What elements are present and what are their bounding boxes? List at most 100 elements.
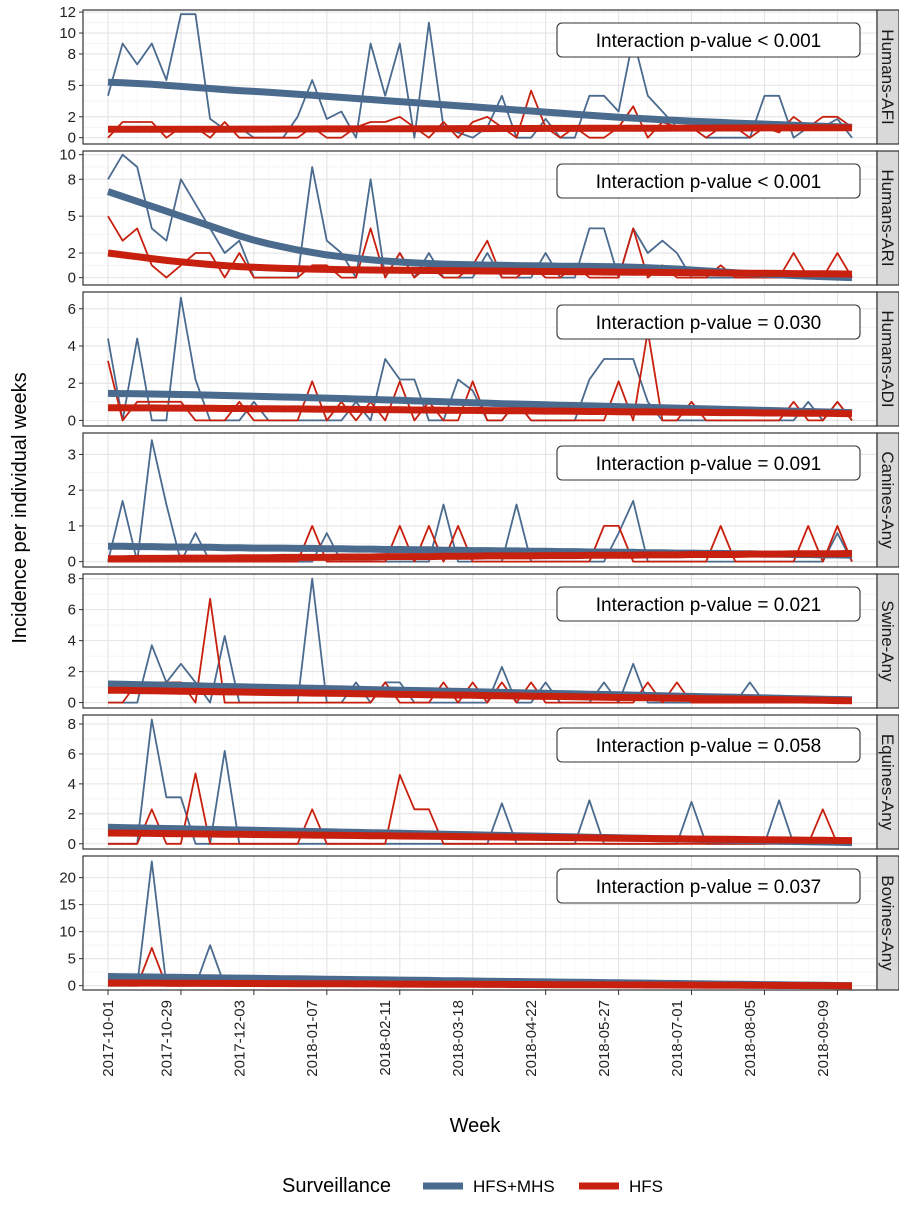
y-tick-label: 2: [68, 482, 76, 499]
x-tick-label: 2018-08-05: [742, 1000, 759, 1077]
y-tick-label: 5: [68, 77, 76, 94]
y-tick-label: 12: [59, 4, 76, 21]
facet-strip: [876, 432, 899, 568]
annotation-box: [556, 445, 861, 481]
trend-line-hfs: [107, 686, 853, 705]
annotation-text: Interaction p-value = 0.037: [596, 877, 822, 898]
annotation-text: Interaction p-value < 0.001: [596, 31, 822, 52]
annotation-text: Interaction p-value = 0.058: [596, 736, 822, 757]
annotation-box: [556, 868, 861, 904]
panel-equines-any: 0 2 4 6 8 Equines-Any Interaction p-value = 0.…: [68, 714, 899, 853]
legend-label: HFS: [629, 1177, 663, 1196]
y-tick-label: 0: [68, 695, 76, 712]
y-tick-label: 5: [68, 951, 76, 968]
trend-line-hfs: [108, 549, 853, 563]
legend-label: HFS+MHS: [473, 1177, 555, 1196]
y-tick-label: 3: [68, 446, 76, 463]
panel-humans-ari: 0 2 5 8 10 Humans-ARI Interaction p-value < 0.…: [59, 147, 899, 287]
series-line-hfs: [108, 772, 852, 845]
y-tick-label: 2: [68, 664, 76, 681]
x-tick-label: 2018-03-18: [450, 1000, 467, 1077]
y-tick-label: 2: [68, 109, 76, 126]
y-axis-title: Incidence per individual weeks: [9, 372, 31, 643]
y-tick-label: 2: [68, 375, 76, 392]
y-tick-label: 8: [68, 571, 76, 588]
y-tick-label: 8: [68, 171, 76, 188]
facet-strip: [876, 150, 899, 286]
trend-line-hfs: [107, 249, 853, 278]
trend-line-hfs: [108, 404, 853, 418]
annotation-text: Interaction p-value < 0.001: [596, 172, 822, 193]
y-tick-label: 4: [68, 338, 76, 355]
facet-strip: [876, 855, 899, 991]
x-tick-label: 2018-05-27: [596, 1000, 613, 1077]
y-tick-label: 8: [68, 46, 76, 63]
x-tick-label: 2018-04-22: [523, 1000, 540, 1077]
y-tick-label: 0: [68, 412, 76, 429]
annotation-box: [556, 727, 861, 763]
panel-humans-adi: 0 2 4 6 Humans-ADI Interaction p-value = 0.03…: [68, 291, 899, 429]
y-tick-label: 8: [68, 716, 76, 733]
legend-title: Surveillance: [282, 1175, 391, 1197]
y-tick-label: 2: [68, 245, 76, 262]
annotation-box: [556, 22, 861, 58]
y-tick-label: 5: [68, 208, 76, 225]
y-tick-label: 6: [68, 602, 76, 619]
legend: Surveillance HFS+MHS HFS: [282, 1175, 663, 1197]
y-tick-label: 0: [68, 554, 76, 571]
annotation-text: Interaction p-value = 0.091: [596, 454, 822, 475]
trend-line-hfs-mhs: [107, 78, 853, 131]
facet-strip: [876, 9, 899, 145]
y-tick-label: 10: [59, 25, 76, 42]
y-tick-label: 0: [68, 836, 76, 853]
panel-swine-any: 0 2 4 6 8 Swine-Any Interaction p-value = 0.02…: [68, 571, 899, 712]
x-tick-label: 2017-12-03: [231, 1000, 248, 1077]
y-tick-label: 10: [59, 924, 76, 941]
x-tick-label: 2018-07-01: [669, 1000, 686, 1077]
facet-strip: [876, 714, 899, 850]
facet-strip-label: Swine-Any: [878, 600, 897, 682]
annotation-text: Interaction p-value = 0.021: [596, 595, 822, 616]
facet-strip-label: Equines-Any: [878, 734, 897, 831]
y-tick-label: 0: [68, 978, 76, 995]
y-tick-label: 10: [59, 147, 76, 164]
x-tick-label: 2017-10-01: [100, 1000, 117, 1077]
trend-line-hfs: [108, 979, 852, 990]
y-tick-label: 0: [68, 130, 76, 147]
annotation-box: [556, 163, 861, 199]
facet-strip: [876, 291, 899, 427]
y-tick-label: 20: [59, 870, 76, 887]
y-tick-label: 1: [68, 518, 76, 535]
annotation-text: Interaction p-value = 0.030: [596, 313, 822, 334]
y-tick-label: 15: [59, 897, 76, 914]
y-tick-label: 0: [68, 270, 76, 287]
y-tick-label: 6: [68, 746, 76, 763]
facet-strip: [876, 573, 899, 709]
annotation-box: [556, 304, 861, 340]
y-tick-label: 4: [68, 776, 76, 793]
panel-canines-any: 0 1 2 3 Canines-Any Interaction p-value = 0.0…: [68, 432, 899, 571]
series-line-hfs: [108, 525, 853, 563]
facet-strip-label: Humans-ARI: [878, 169, 897, 266]
y-tick-label: 4: [68, 633, 76, 650]
trend-line-hfs: [107, 829, 853, 845]
trend-line-hfs: [108, 124, 852, 133]
annotation-box: [556, 586, 861, 622]
x-axis-title: Week: [450, 1115, 502, 1137]
x-tick-label: 2018-09-09: [815, 1000, 832, 1077]
panel-bovines-any: 0 5 10 15 20 Bovines-Any Interaction p-value =…: [59, 855, 899, 995]
y-tick-label: 2: [68, 806, 76, 823]
x-axis: 2017-10-01 2017-10-29 2017-12-03 2018-01-07…: [100, 990, 838, 1077]
facet-strip-label: Canines-Any: [878, 451, 897, 549]
x-tick-label: 2018-01-07: [304, 1000, 321, 1077]
x-tick-label: 2018-02-11: [377, 1000, 394, 1076]
facet-strip-label: Bovines-Any: [878, 875, 897, 971]
y-tick-label: 6: [68, 301, 76, 318]
facet-strip-label: Humans-ADI: [878, 310, 897, 407]
facet-strip-label: Humans-AFI: [878, 29, 897, 124]
panel-humans-afi: 0 2 5 8 10 12 Humans-AFI Interaction p-value < …: [59, 4, 899, 147]
x-tick-label: 2017-10-29: [158, 1000, 175, 1077]
